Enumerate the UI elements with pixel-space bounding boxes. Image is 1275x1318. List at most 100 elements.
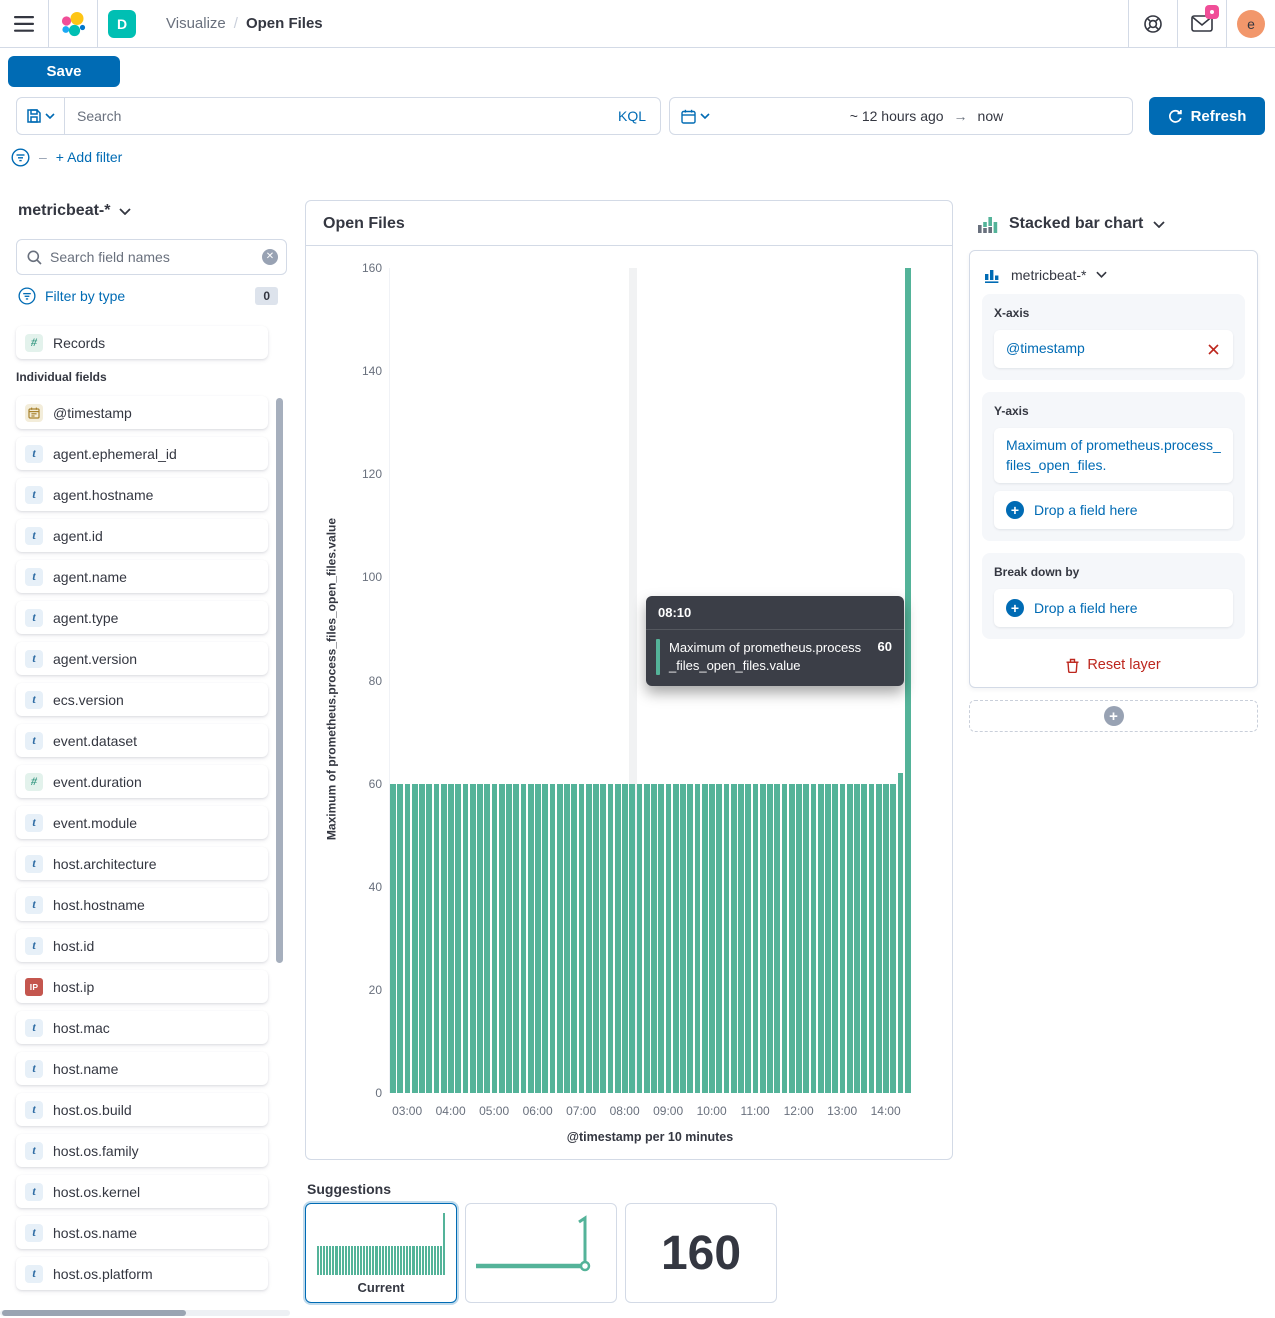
bar-12:20[interactable]	[810, 783, 817, 1093]
reset-layer-button[interactable]: Reset layer	[982, 651, 1245, 675]
bar-02:40[interactable]	[390, 783, 396, 1093]
date-picker-menu-button[interactable]	[669, 97, 722, 135]
bar-04:10[interactable]	[455, 783, 462, 1093]
elastic-logo[interactable]	[49, 0, 97, 48]
field-item-agent.hostname[interactable]: t agent.hostname	[16, 478, 268, 511]
newsfeed-button[interactable]	[1178, 0, 1226, 48]
field-search-input[interactable]	[42, 249, 262, 265]
bar-10:40[interactable]	[738, 783, 744, 1093]
filter-by-type-button[interactable]: Filter by type	[45, 288, 126, 304]
bar-10:30[interactable]	[730, 783, 737, 1093]
time-range-to[interactable]: now	[977, 108, 1004, 124]
suggestion-metric[interactable]: 160	[625, 1203, 777, 1303]
bar-10:50[interactable]	[745, 783, 752, 1093]
bar-13:00[interactable]	[839, 783, 846, 1093]
y-axis-dimension[interactable]: Maximum of prometheus.process_files_open…	[994, 428, 1233, 484]
bar-09:20[interactable]	[680, 783, 686, 1093]
field-item-agent.version[interactable]: t agent.version	[16, 642, 268, 675]
help-button[interactable]	[1129, 0, 1177, 48]
bar-11:10[interactable]	[759, 783, 766, 1093]
field-item-agent.ephemeral_id[interactable]: t agent.ephemeral_id	[16, 437, 268, 470]
bar-04:30[interactable]	[469, 783, 476, 1093]
field-item-host.name[interactable]: t host.name	[16, 1052, 268, 1085]
bar-14:20[interactable]	[897, 773, 904, 1093]
field-item-host.os.platform[interactable]: t host.os.platform	[16, 1257, 268, 1290]
field-item-@timestamp[interactable]: @timestamp	[16, 396, 268, 429]
add-filter-button[interactable]: + Add filter	[55, 149, 123, 165]
bar-05:10[interactable]	[498, 783, 505, 1093]
bar-07:20[interactable]	[593, 783, 599, 1093]
field-item-host.os.kernel[interactable]: t host.os.kernel	[16, 1175, 268, 1208]
field-item-agent.id[interactable]: t agent.id	[16, 519, 268, 552]
field-item-host.ip[interactable]: IP host.ip	[16, 970, 268, 1003]
bar-09:10[interactable]	[672, 783, 679, 1093]
bar-08:00[interactable]	[622, 783, 628, 1093]
bar-02:50[interactable]	[397, 783, 404, 1093]
field-item-agent.name[interactable]: t agent.name	[16, 560, 268, 593]
bar-07:40[interactable]	[607, 783, 614, 1093]
suggestion-current[interactable]: Current	[305, 1203, 457, 1303]
field-item-host.hostname[interactable]: t host.hostname	[16, 888, 268, 921]
bar-13:30[interactable]	[861, 783, 868, 1093]
saved-query-menu-button[interactable]	[17, 98, 65, 134]
horizontal-scrollbar[interactable]	[2, 1310, 186, 1316]
bar-03:50[interactable]	[440, 783, 447, 1093]
query-language-toggle[interactable]: KQL	[617, 108, 646, 124]
bar-12:40[interactable]	[825, 783, 831, 1093]
bar-10:10[interactable]	[716, 783, 723, 1093]
field-item-host.id[interactable]: t host.id	[16, 929, 268, 962]
field-list-scrollbar[interactable]	[276, 398, 283, 963]
bar-07:00[interactable]	[578, 783, 585, 1093]
bar-11:40[interactable]	[781, 783, 788, 1093]
bar-11:50[interactable]	[788, 783, 795, 1093]
field-item-event.duration[interactable]: # event.duration	[16, 765, 268, 798]
bar-09:30[interactable]	[687, 783, 694, 1093]
layer-header[interactable]: metricbeat-*	[982, 263, 1245, 294]
y-axis-drop-target[interactable]: + Drop a field here	[994, 491, 1233, 530]
bar-03:40[interactable]	[433, 783, 440, 1093]
bar-05:20[interactable]	[506, 783, 512, 1093]
bar-05:00[interactable]	[491, 783, 498, 1093]
breakdown-drop-target[interactable]: + Drop a field here	[994, 589, 1233, 628]
x-axis-dimension[interactable]: @timestamp	[994, 330, 1233, 368]
time-range-from[interactable]: ~ 12 hours ago	[849, 108, 944, 124]
bar-10:00[interactable]	[709, 783, 715, 1093]
bar-04:20[interactable]	[462, 783, 469, 1093]
add-layer-button[interactable]: +	[969, 700, 1258, 733]
bar-13:10[interactable]	[846, 783, 853, 1093]
bar-06:10[interactable]	[542, 783, 549, 1093]
bar-03:30[interactable]	[426, 783, 433, 1093]
bar-12:00[interactable]	[796, 783, 802, 1093]
bar-07:30[interactable]	[600, 783, 607, 1093]
breadcrumb-visualize[interactable]: Visualize	[166, 15, 226, 32]
bar-12:30[interactable]	[817, 783, 824, 1093]
bar-05:40[interactable]	[520, 783, 527, 1093]
chart-type-switcher[interactable]: Stacked bar chart	[977, 213, 1258, 235]
bar-03:20[interactable]	[419, 783, 425, 1093]
bar-06:00[interactable]	[535, 783, 541, 1093]
bar-08:50[interactable]	[658, 783, 665, 1093]
remove-dimension-button[interactable]	[1206, 342, 1221, 357]
bar-09:00[interactable]	[665, 783, 672, 1093]
field-item-host.architecture[interactable]: t host.architecture	[16, 847, 268, 880]
bar-04:00[interactable]	[448, 783, 454, 1093]
field-item-host.os.build[interactable]: t host.os.build	[16, 1093, 268, 1126]
bar-09:40[interactable]	[694, 783, 701, 1093]
suggestion-line-chart[interactable]	[465, 1203, 617, 1303]
bar-12:50[interactable]	[832, 783, 839, 1093]
refresh-button[interactable]: Refresh	[1149, 97, 1265, 135]
user-menu[interactable]: e	[1227, 0, 1275, 48]
bar-06:50[interactable]	[571, 783, 578, 1093]
bar-05:50[interactable]	[527, 783, 534, 1093]
bar-11:00[interactable]	[752, 783, 759, 1093]
bar-05:30[interactable]	[513, 783, 520, 1093]
bar-03:00[interactable]	[404, 783, 411, 1093]
field-item-records[interactable]: # Records	[16, 326, 268, 359]
field-item-ecs.version[interactable]: t ecs.version	[16, 683, 268, 716]
bar-03:10[interactable]	[411, 783, 418, 1093]
field-item-event.dataset[interactable]: t event.dataset	[16, 724, 268, 757]
bar-04:40[interactable]	[477, 783, 483, 1093]
index-pattern-switcher[interactable]: metricbeat-*	[18, 202, 132, 220]
menu-button[interactable]	[0, 0, 48, 48]
filter-icon[interactable]	[11, 147, 30, 167]
